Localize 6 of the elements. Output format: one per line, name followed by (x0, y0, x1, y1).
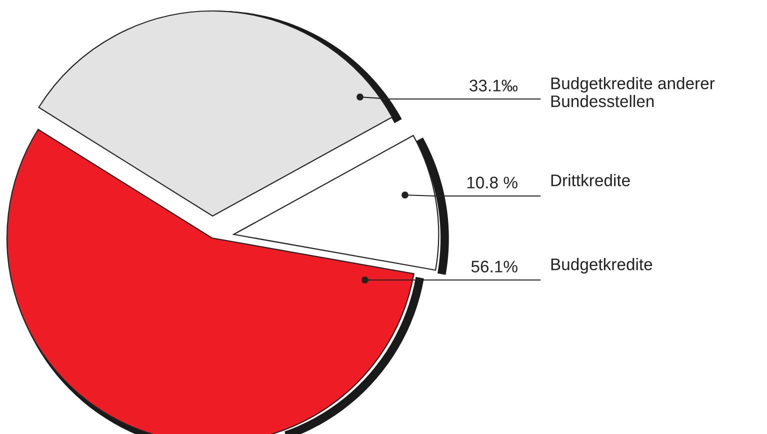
data-label: 33.1‰ (470, 80, 518, 92)
slice-label: Budgetkredite anderer Bundesstellen (551, 77, 715, 108)
slice-label: Budgetkredite (551, 258, 652, 274)
data-label: 10.8 % (467, 176, 518, 188)
slice-label: Drittkredite (551, 174, 630, 186)
data-label: 56.1% (471, 260, 518, 272)
